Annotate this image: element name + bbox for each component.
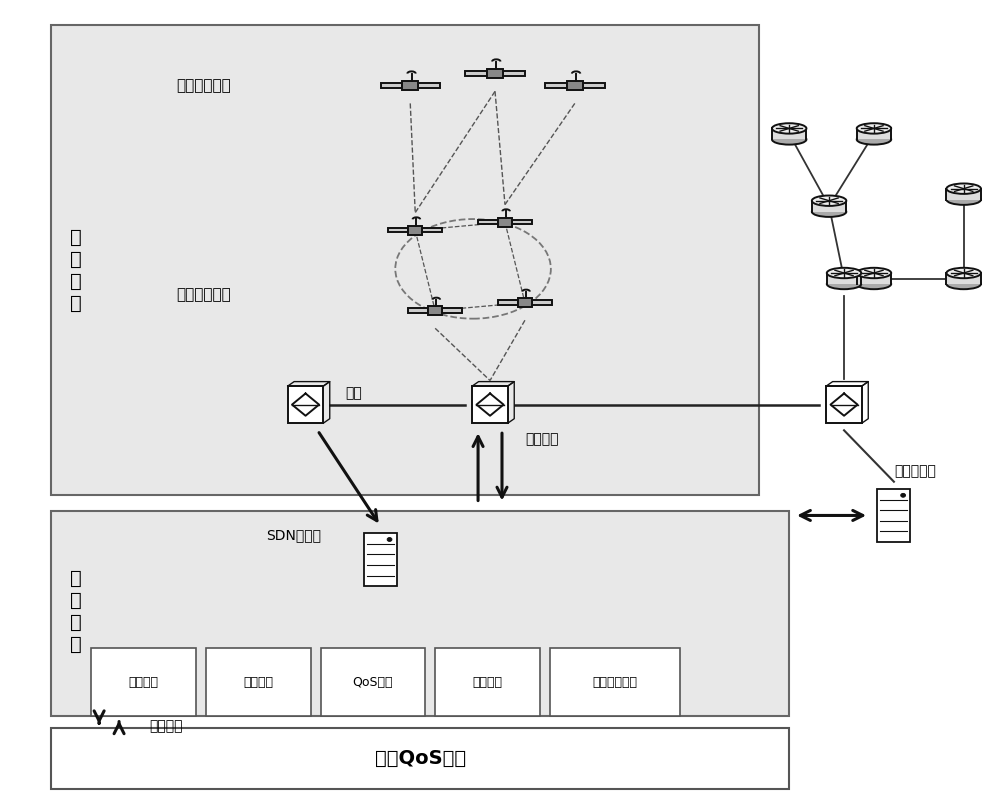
- Ellipse shape: [857, 268, 891, 278]
- Bar: [827, 273, 861, 284]
- Circle shape: [901, 493, 906, 497]
- Bar: [418, 83, 440, 88]
- Text: 链路维护: 链路维护: [243, 675, 273, 688]
- Text: 控
制
平
面: 控 制 平 面: [70, 569, 82, 654]
- FancyBboxPatch shape: [51, 26, 759, 496]
- Bar: [946, 189, 981, 200]
- Ellipse shape: [772, 123, 806, 134]
- FancyBboxPatch shape: [51, 729, 789, 788]
- Text: 业务QoS需求: 业务QoS需求: [375, 750, 466, 768]
- Bar: [545, 83, 567, 88]
- FancyBboxPatch shape: [91, 648, 196, 717]
- Bar: [503, 71, 525, 76]
- Text: 路由管理: 路由管理: [473, 675, 503, 688]
- Bar: [487, 69, 503, 78]
- FancyBboxPatch shape: [206, 648, 311, 717]
- Bar: [388, 228, 408, 232]
- Text: 东西向接口: 东西向接口: [894, 464, 936, 478]
- Text: QoS评估: QoS评估: [353, 675, 393, 688]
- Ellipse shape: [827, 279, 861, 289]
- Text: 转
发
平
面: 转 发 平 面: [70, 228, 82, 313]
- Bar: [472, 386, 508, 423]
- Ellipse shape: [946, 194, 981, 205]
- Bar: [512, 220, 532, 224]
- Text: 拓扑管理: 拓扑管理: [128, 675, 158, 688]
- Bar: [772, 128, 806, 139]
- Bar: [422, 228, 442, 232]
- Ellipse shape: [946, 268, 981, 278]
- Bar: [478, 220, 498, 224]
- Bar: [402, 81, 418, 90]
- Text: 南向接口: 南向接口: [525, 432, 558, 447]
- Bar: [498, 301, 518, 305]
- Bar: [408, 309, 428, 313]
- FancyBboxPatch shape: [51, 512, 789, 717]
- Bar: [567, 81, 583, 90]
- Bar: [857, 128, 891, 139]
- Bar: [518, 298, 532, 307]
- Ellipse shape: [946, 279, 981, 289]
- Bar: [498, 218, 512, 226]
- Text: 地球同步卫星: 地球同步卫星: [176, 78, 231, 93]
- Text: 流表配置下发: 流表配置下发: [592, 675, 637, 688]
- Bar: [812, 201, 846, 212]
- Circle shape: [387, 538, 392, 542]
- Text: 网关: 网关: [345, 386, 362, 401]
- Bar: [532, 301, 552, 305]
- Bar: [442, 309, 462, 313]
- Ellipse shape: [857, 123, 891, 134]
- Bar: [288, 386, 323, 423]
- Bar: [364, 533, 397, 586]
- Ellipse shape: [812, 196, 846, 206]
- Ellipse shape: [772, 135, 806, 144]
- Bar: [826, 386, 862, 423]
- Ellipse shape: [946, 184, 981, 194]
- FancyBboxPatch shape: [550, 648, 680, 717]
- FancyBboxPatch shape: [320, 648, 425, 717]
- Ellipse shape: [827, 268, 861, 278]
- Text: 北向接口: 北向接口: [149, 719, 182, 733]
- Ellipse shape: [812, 206, 846, 217]
- Bar: [428, 306, 442, 315]
- Bar: [408, 226, 422, 235]
- FancyBboxPatch shape: [435, 648, 540, 717]
- Bar: [381, 83, 402, 88]
- Bar: [946, 273, 981, 284]
- Bar: [465, 71, 487, 76]
- Ellipse shape: [857, 135, 891, 144]
- Text: SDN控制器: SDN控制器: [266, 529, 321, 542]
- Bar: [583, 83, 605, 88]
- Bar: [877, 489, 910, 542]
- Bar: [857, 273, 891, 284]
- Text: 近地轨道卫星: 近地轨道卫星: [176, 287, 231, 302]
- Ellipse shape: [857, 279, 891, 289]
